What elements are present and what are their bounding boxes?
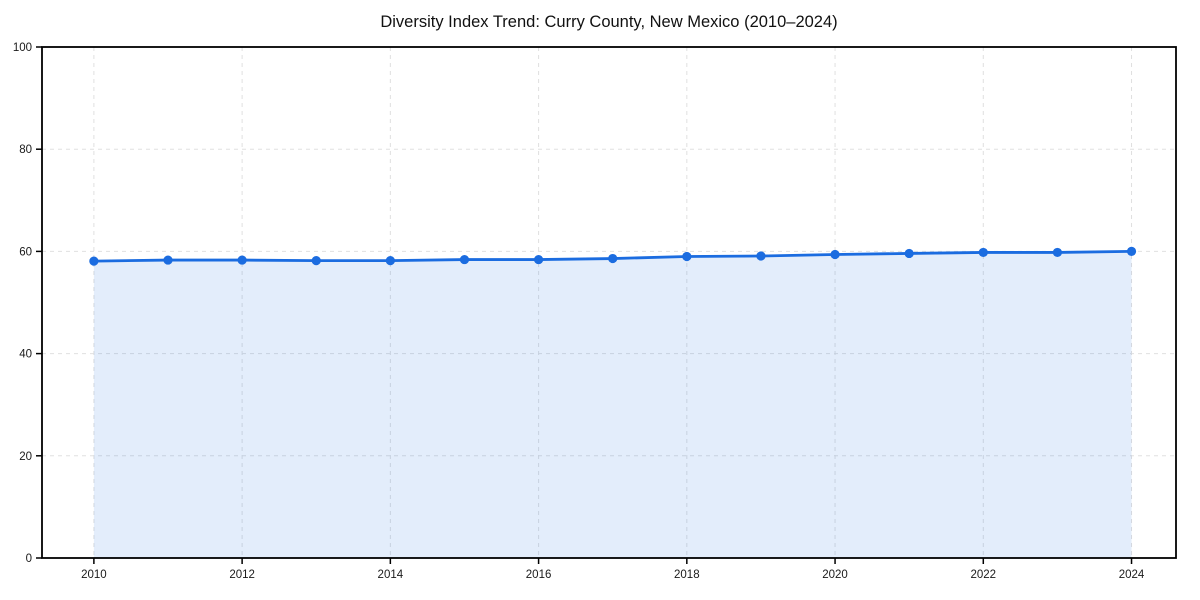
data-point — [237, 255, 247, 265]
data-point — [311, 255, 321, 266]
data-point — [163, 255, 173, 265]
data-point — [682, 251, 692, 262]
y-tick-label: 20 — [19, 451, 32, 463]
plot-area: 0 20 40 60 80 100 2010 2012 2014 2016 2018 2020 2022… — [13, 42, 1177, 581]
y-tick-label: 40 — [19, 349, 32, 361]
y-tick-label: 80 — [19, 144, 32, 156]
y-tick-label: 0 — [26, 553, 32, 565]
x-tick-label: 2024 — [1119, 569, 1145, 581]
x-tick-label: 2018 — [674, 569, 700, 581]
chart-title: Diversity Index Trend: Curry County, New… — [380, 13, 837, 31]
x-tick-label: 2014 — [378, 569, 404, 581]
x-tick-label: 2022 — [970, 569, 996, 581]
data-point — [608, 253, 618, 264]
x-tick-label: 2020 — [822, 569, 848, 581]
data-point — [830, 249, 840, 260]
x-tick-label: 2016 — [526, 569, 552, 581]
data-point — [756, 251, 766, 261]
plot-border — [41, 46, 1177, 559]
data-point — [1052, 247, 1063, 258]
data-point — [89, 256, 99, 266]
area-fill — [93, 251, 1132, 558]
data-point — [385, 255, 395, 266]
x-tick-label: 2010 — [81, 569, 107, 581]
data-point — [533, 254, 544, 265]
data-point — [904, 248, 914, 259]
y-tick-label: 100 — [13, 42, 32, 54]
y-tick-label: 60 — [19, 246, 32, 258]
data-point — [978, 247, 988, 258]
x-tick-label: 2012 — [229, 569, 255, 581]
data-point — [1126, 246, 1137, 256]
data-point — [459, 254, 470, 265]
